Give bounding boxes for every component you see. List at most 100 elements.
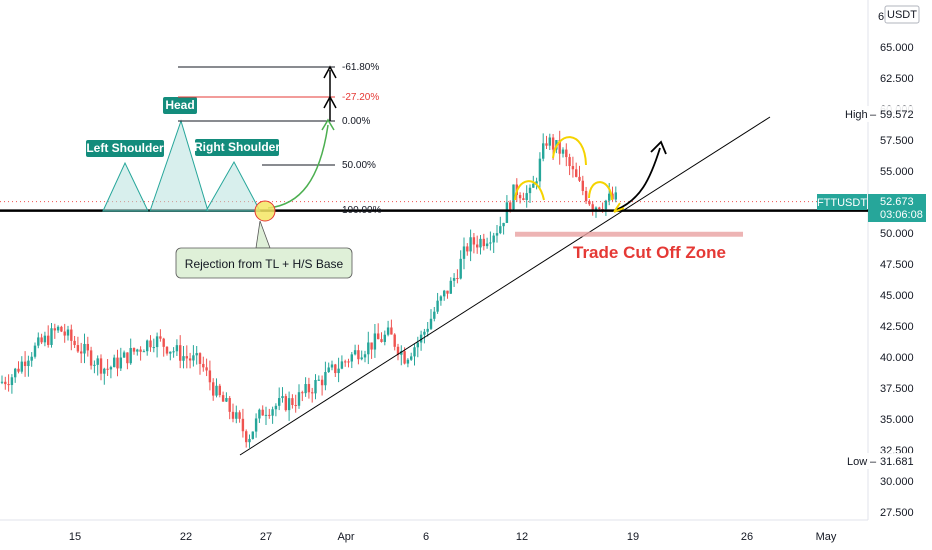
candle-body [568, 157, 571, 167]
candle-body [561, 149, 565, 154]
candle-body [221, 395, 225, 402]
candle-body [311, 392, 314, 394]
time-tick-label: 27 [260, 531, 272, 543]
candle-body [53, 328, 56, 331]
candle-body [139, 349, 142, 352]
candle-body [419, 334, 423, 343]
candle-body [413, 347, 416, 357]
candle-body [66, 329, 70, 336]
candle-body [136, 349, 139, 352]
price-tick-label: 42.500 [880, 321, 914, 333]
fib-label-0: 0.00% [342, 116, 370, 127]
candle-body [499, 226, 502, 234]
recent-pattern-markup[interactable] [514, 136, 613, 201]
candle-body [86, 343, 89, 351]
price-tick-label: 50.000 [880, 228, 914, 240]
candle-body [495, 233, 499, 236]
candle-body [423, 331, 426, 335]
time-axis[interactable]: 15 22 27 Apr 6 12 19 26 May [69, 531, 837, 543]
currency-badge[interactable] [884, 5, 920, 24]
candle-body [357, 350, 360, 360]
candle-body [545, 143, 548, 146]
candle-body [264, 414, 268, 416]
candle-body [258, 409, 261, 419]
high-dash: – [870, 109, 877, 121]
candle-body [60, 326, 63, 332]
fib-extension[interactable]: -61.80% -27.20% 0.00% 50.00% 100.00% [178, 62, 382, 216]
right-shoulder-label-bg [195, 139, 279, 156]
head-label-bg [163, 97, 197, 114]
candle-body [119, 357, 122, 369]
candle-body [80, 351, 83, 354]
candle-body [558, 140, 561, 154]
candle-body [89, 350, 93, 366]
high-label-bg [840, 106, 916, 122]
candle-body [588, 201, 591, 205]
candle-body [254, 418, 258, 432]
candle-body [538, 158, 542, 182]
candle-body [327, 367, 330, 373]
candle-body [532, 183, 535, 188]
candle-body [505, 202, 509, 223]
candle-body [512, 184, 515, 210]
candle-body [452, 278, 456, 281]
candle-body [377, 333, 380, 340]
price-tick-label: 65.000 [880, 42, 914, 54]
head-shoulders-pattern[interactable]: Head Left Shoulder Right Shoulder [86, 97, 280, 212]
candle-body [528, 187, 532, 194]
candle-body [334, 364, 337, 374]
candle-body [406, 359, 410, 364]
symbol-tag: FTTUSDT [817, 197, 867, 209]
candle-body [278, 398, 281, 406]
candle-body [393, 334, 396, 347]
candle-body [93, 364, 96, 366]
candle-body [27, 360, 30, 367]
candle-body [231, 411, 235, 419]
candle-body [509, 202, 512, 210]
candle-body [165, 346, 169, 354]
fib-label-n27: -27.20% [342, 92, 379, 103]
candle-body [198, 353, 202, 364]
candle-body [238, 412, 241, 419]
candle-body [367, 342, 370, 355]
candle-body [20, 361, 23, 372]
candle-body [212, 382, 215, 396]
candle-body [386, 327, 390, 335]
candle-body [281, 396, 284, 399]
candle-body [594, 207, 598, 211]
candle-body [188, 358, 192, 361]
trade-cut-off-zone[interactable] [515, 231, 743, 237]
candle-body [614, 192, 617, 200]
time-tick-label: 26 [741, 531, 753, 543]
candle-body [172, 351, 175, 353]
left-shoulder-label-bg [86, 140, 164, 157]
candle-body [43, 335, 47, 343]
candle-body [380, 339, 383, 342]
time-tick-label: 12 [516, 531, 528, 543]
candle-body [218, 385, 221, 396]
trade-cut-off-zone-label: Trade Cut Off Zone [573, 243, 726, 262]
candle-body [353, 350, 357, 355]
arrow-head-icon [613, 202, 625, 213]
low-label: Low [847, 456, 867, 468]
candle-body [30, 356, 33, 361]
candle-body [228, 398, 231, 412]
uptrend-line[interactable] [239, 116, 771, 456]
candle-body [241, 418, 245, 432]
candle-body [50, 328, 53, 345]
candle-body [225, 398, 228, 402]
recent-left-shoulder-arc [514, 180, 545, 201]
candle-body [320, 379, 324, 386]
candle-body [113, 357, 116, 368]
candle-body [132, 347, 136, 352]
rejection-circle[interactable] [254, 200, 276, 222]
candle-body [175, 345, 179, 352]
candle-body [162, 338, 165, 347]
candle-body [179, 345, 182, 361]
candle-body [195, 353, 198, 356]
candle-body [347, 361, 350, 363]
candle-body [456, 278, 459, 280]
callout-box[interactable] [175, 247, 353, 279]
arrow-head-icon [650, 140, 667, 155]
